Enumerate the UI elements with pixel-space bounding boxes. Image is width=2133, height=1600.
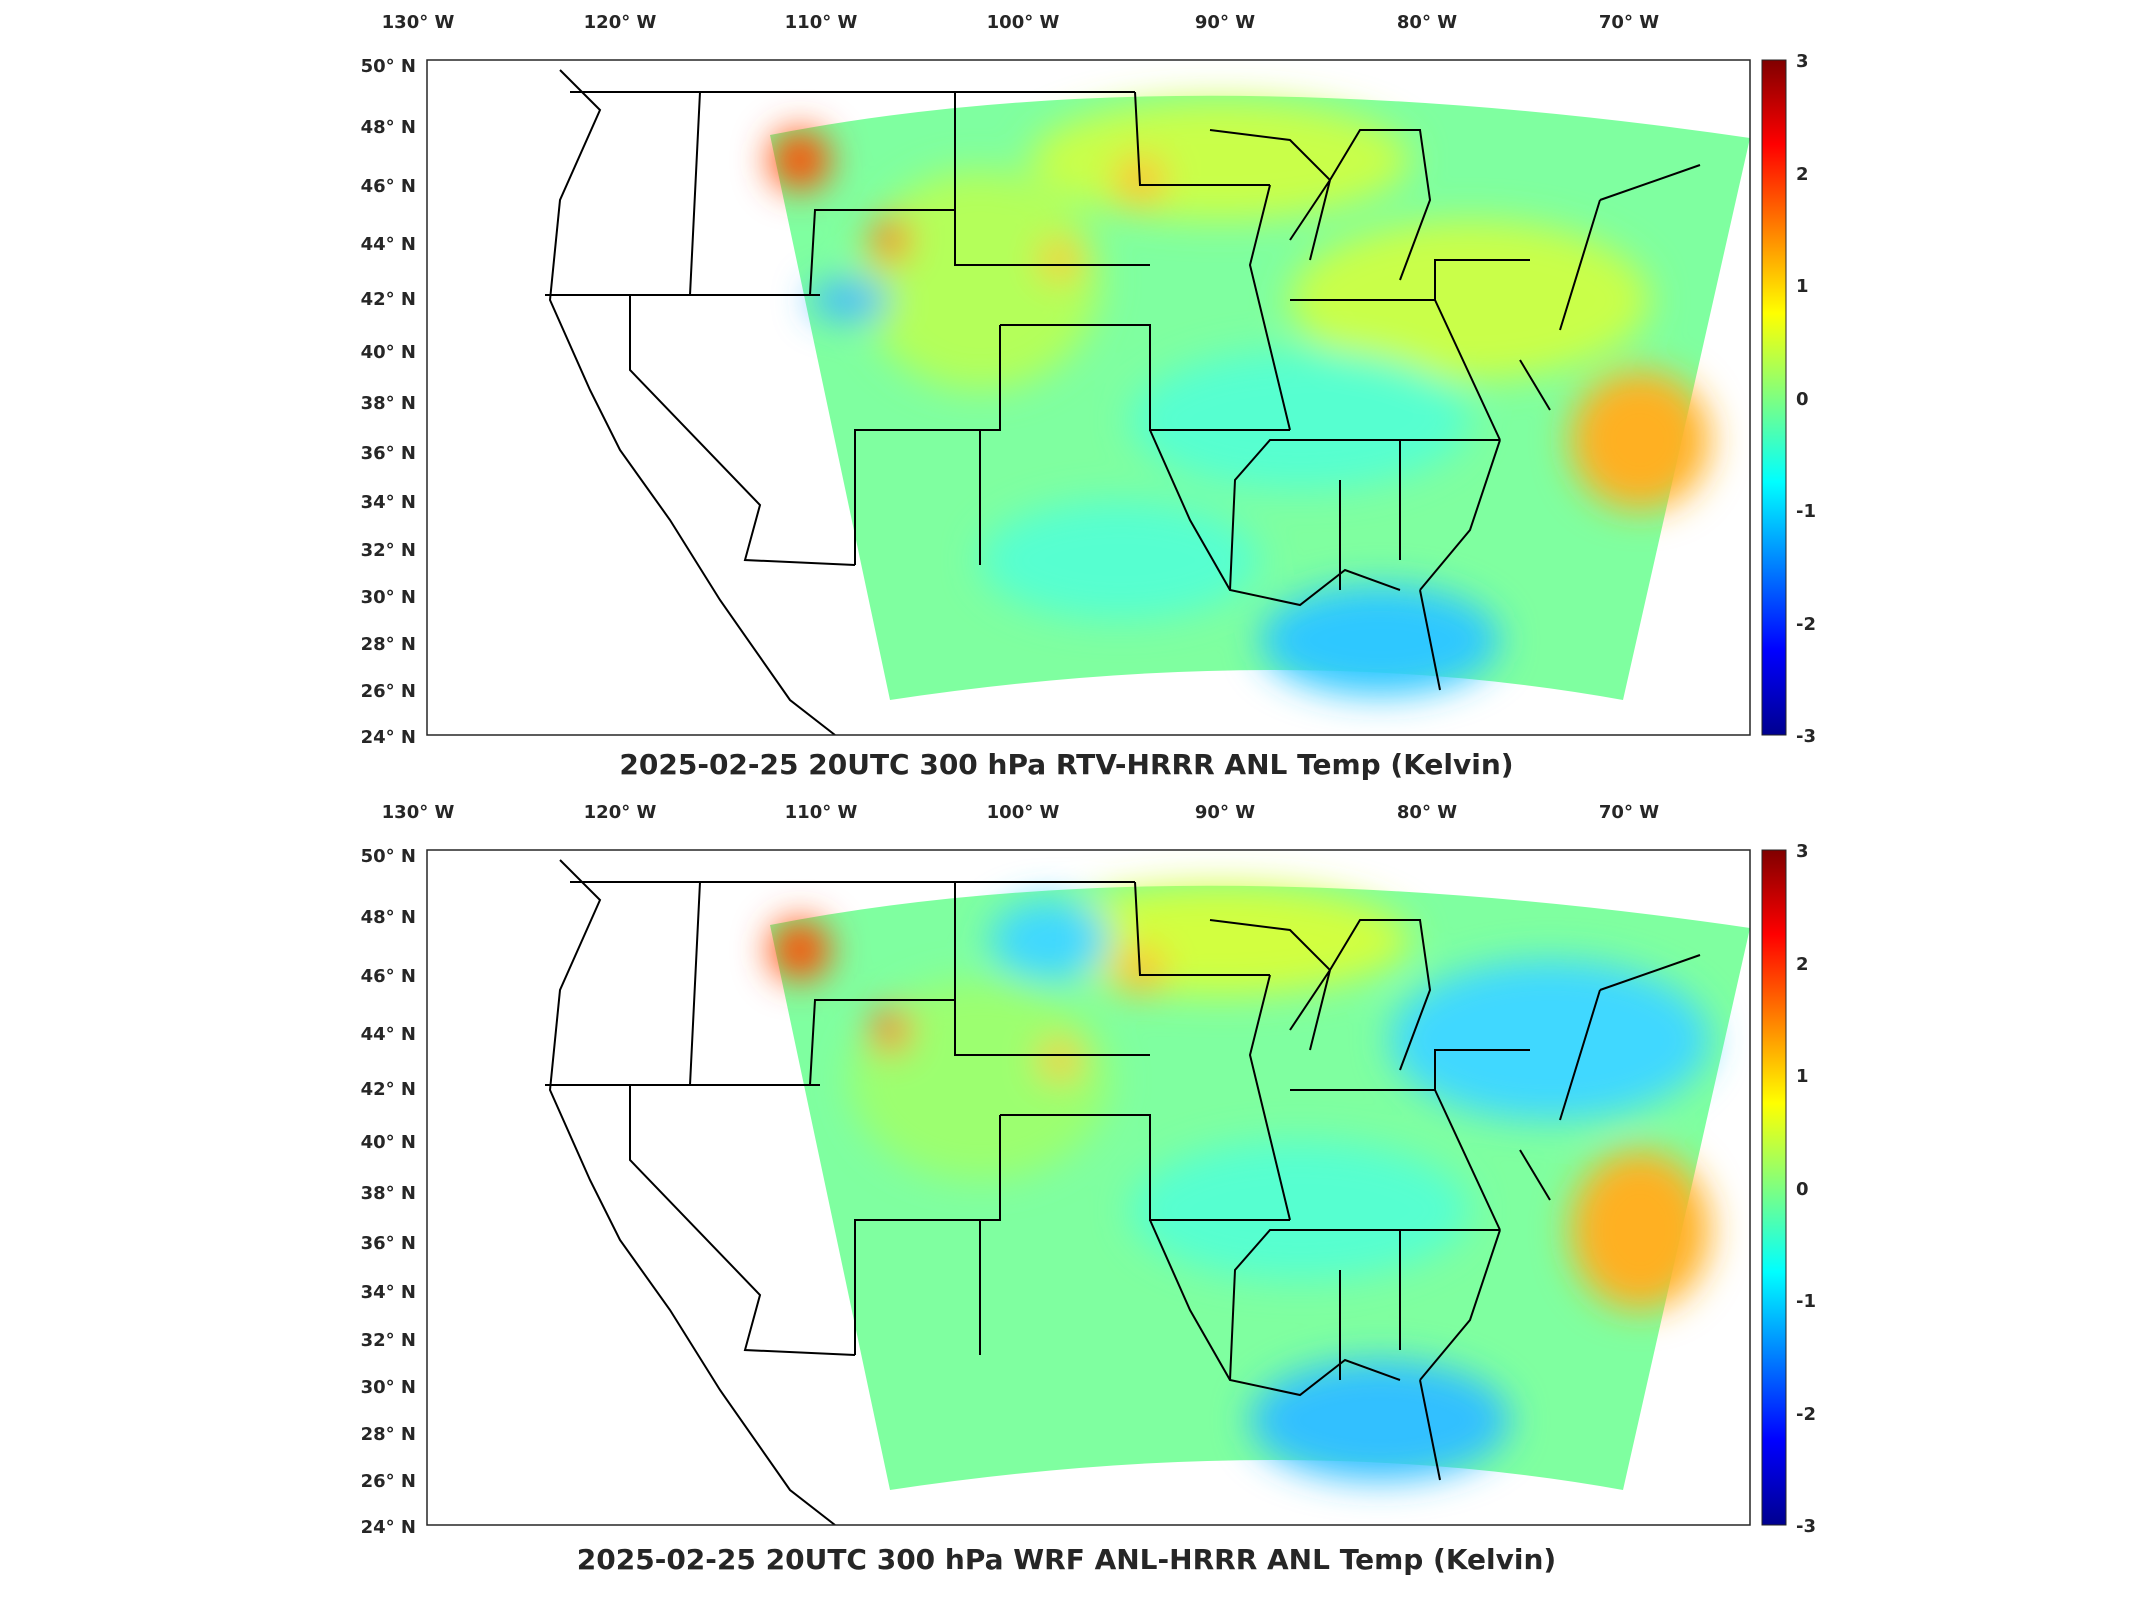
colorbar-tick-label: 1 [1796,1066,1809,1087]
temperature-field [770,95,1750,700]
colorbar-tick-label: 2 [1796,164,1809,185]
lat-label: 50° N [361,846,416,867]
lat-label: 28° N [361,634,416,655]
map-panel-rtv: 130° W 120° W 110° W 100° W 90° W 80° W … [361,12,1816,781]
map-axes-frame [426,849,1751,1526]
lon-label: 110° W [785,802,858,823]
lat-label: 40° N [361,342,416,363]
lat-label: 38° N [361,393,416,414]
state-borders [545,69,1701,735]
temperature-field [770,885,1750,1490]
panel-title: 2025-02-25 20UTC 300 hPa RTV-HRRR ANL Te… [619,748,1514,781]
lat-label: 34° N [361,1282,416,1303]
map-canvas: 130° W 120° W 110° W 100° W 90° W 80° W … [361,802,1816,1538]
lat-label: 46° N [361,966,416,987]
lon-label: 70° W [1599,802,1659,823]
colorbar-tick-label: 0 [1796,1179,1809,1200]
colorbar-tick-label: 3 [1796,841,1809,862]
colorbar-tick-label: -1 [1796,1291,1816,1312]
lon-label: 120° W [584,802,657,823]
colorbar-tick-label: -2 [1796,1404,1816,1425]
lon-label: 110° W [785,12,858,33]
lon-label: 90° W [1195,12,1255,33]
lat-label: 34° N [361,492,416,513]
colorbar-tick-label: -2 [1796,614,1816,635]
state-borders [545,859,1701,1525]
lon-labels: 130° W 120° W 110° W 100° W 90° W 80° W … [382,12,1660,33]
lat-label: 50° N [361,56,416,77]
lat-label: 46° N [361,176,416,197]
colorbar-ticks: 3 2 1 0 -1 -2 -3 [1796,51,1816,747]
lat-label: 24° N [361,727,416,748]
colorbar-tick-label: -3 [1796,1516,1816,1537]
lon-label: 130° W [382,12,455,33]
lat-label: 48° N [361,117,416,138]
lon-label: 130° W [382,802,455,823]
lon-label: 80° W [1397,802,1457,823]
colorbar-tick-label: 0 [1796,389,1809,410]
lon-label: 120° W [584,12,657,33]
lat-label: 26° N [361,681,416,702]
lat-label: 30° N [361,587,416,608]
colorbar-ticks: 3 2 1 0 -1 -2 -3 [1796,841,1816,1537]
map-canvas: 130° W 120° W 110° W 100° W 90° W 80° W … [361,12,1816,748]
lon-label: 100° W [987,12,1060,33]
lat-label: 44° N [361,1024,416,1045]
map-axes-frame [426,59,1751,736]
lon-labels: 130° W 120° W 110° W 100° W 90° W 80° W … [382,802,1660,823]
lat-label: 26° N [361,1471,416,1492]
lon-label: 100° W [987,802,1060,823]
colorbar-tick-label: 1 [1796,276,1809,297]
lat-label: 36° N [361,443,416,464]
lat-label: 30° N [361,1377,416,1398]
colorbar [1761,849,1787,1526]
lat-label: 32° N [361,540,416,561]
lon-label: 90° W [1195,802,1255,823]
lat-labels: 50° N 48° N 46° N 44° N 42° N 40° N 38° … [361,56,416,748]
colorbar-tick-label: 2 [1796,954,1809,975]
lat-label: 44° N [361,234,416,255]
lat-label: 40° N [361,1132,416,1153]
lat-label: 48° N [361,907,416,928]
colorbar-tick-label: -3 [1796,726,1816,747]
lat-label: 32° N [361,1330,416,1351]
lon-label: 70° W [1599,12,1659,33]
lat-label: 42° N [361,1079,416,1100]
lat-labels: 50° N 48° N 46° N 44° N 42° N 40° N 38° … [361,846,416,1538]
lon-label: 80° W [1397,12,1457,33]
lat-label: 28° N [361,1424,416,1445]
map-panel-wrf: 130° W 120° W 110° W 100° W 90° W 80° W … [0,790,2133,1590]
panel-title: 2025-02-25 20UTC 300 hPa WRF ANL-HRRR AN… [576,1543,1557,1576]
colorbar [1761,59,1787,736]
colorbar-tick-label: 3 [1796,51,1809,72]
lat-label: 24° N [361,1517,416,1538]
lat-label: 36° N [361,1233,416,1254]
colorbar-tick-label: -1 [1796,501,1816,522]
lat-label: 38° N [361,1183,416,1204]
lat-label: 42° N [361,289,416,310]
